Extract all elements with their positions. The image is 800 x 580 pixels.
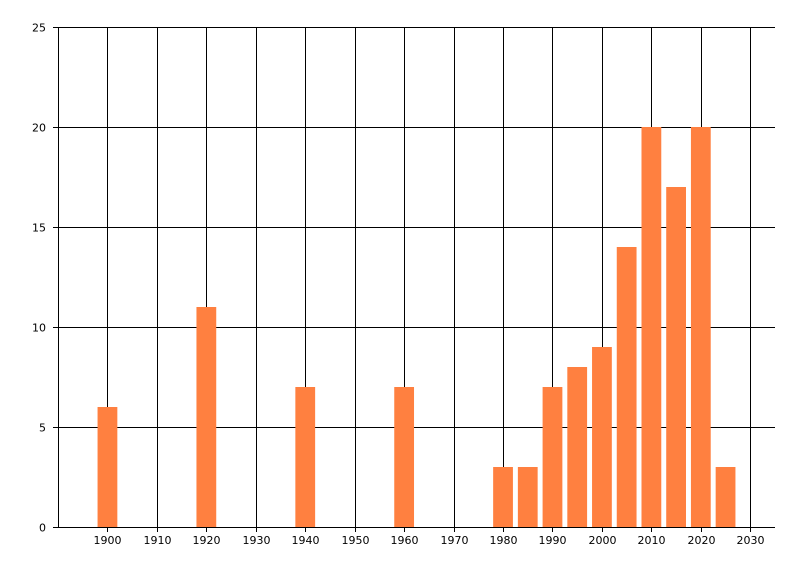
bar: [493, 467, 513, 527]
x-tick-label: 2000: [589, 534, 617, 547]
y-tick-label: 0: [39, 522, 46, 535]
bar: [690, 127, 711, 527]
bar: [542, 387, 563, 527]
bar: [641, 127, 662, 527]
x-tick-label: 1970: [441, 534, 469, 547]
x-tick-label: 1950: [342, 534, 370, 547]
x-tick-label: 1900: [94, 534, 122, 547]
x-tick-label: 1990: [539, 534, 567, 547]
x-tick-label: 1920: [193, 534, 221, 547]
x-tick-label: 1980: [490, 534, 518, 547]
x-tick-label: 2010: [638, 534, 666, 547]
bar: [567, 367, 588, 527]
x-tick-label: 1930: [243, 534, 271, 547]
x-tick-label: 1960: [391, 534, 419, 547]
y-tick-label: 20: [32, 122, 46, 135]
axes: [58, 27, 775, 528]
y-tick-label: 5: [39, 422, 46, 435]
bar: [517, 467, 538, 527]
bar: [715, 467, 736, 527]
y-axis-ticks: 0 5 10 15 20 25: [32, 22, 58, 535]
x-tick-label: 2020: [688, 534, 716, 547]
x-tick-label: 1940: [292, 534, 320, 547]
bar: [97, 407, 118, 527]
x-tick-label: 1910: [144, 534, 172, 547]
bar: [295, 387, 316, 527]
bar: [394, 387, 415, 527]
y-tick-label: 10: [32, 322, 46, 335]
bar: [196, 307, 217, 527]
x-tick-label: 2030: [737, 534, 765, 547]
y-tick-label: 15: [32, 222, 46, 235]
bar: [616, 247, 637, 527]
bar-series: [97, 127, 736, 527]
bar: [666, 187, 686, 527]
bar: [592, 347, 612, 527]
x-axis-ticks: 1900 1910 1920 1930 1940 1950 1960 1970 1980 1990…: [94, 527, 765, 547]
y-tick-label: 25: [32, 22, 46, 35]
